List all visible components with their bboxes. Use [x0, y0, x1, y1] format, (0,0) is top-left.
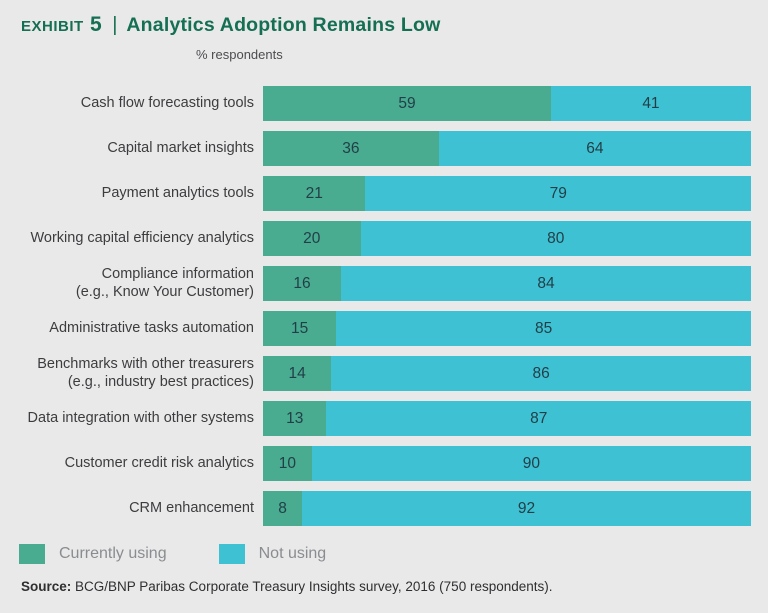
- bar-segment-cyan: 85: [336, 311, 751, 346]
- bar-segment-cyan: 92: [302, 491, 751, 526]
- category-label: Data integration with other systems: [27, 409, 254, 426]
- title-line: Exhibit 5 | Analytics Adoption Remains L…: [21, 13, 768, 37]
- value-label: 13: [286, 409, 304, 427]
- source-label: Source:: [21, 579, 72, 594]
- chart-row: Cash flow forecasting tools 59 41: [0, 86, 751, 121]
- chart-row: Data integration with other systems 13 87: [0, 401, 751, 436]
- value-label: 20: [303, 229, 321, 247]
- stacked-bar: 14 86: [263, 356, 751, 391]
- value-label: 15: [290, 319, 309, 337]
- value-label: 85: [534, 319, 553, 337]
- source-note: Source: BCG/BNP Paribas Corporate Treasu…: [21, 579, 768, 594]
- stacked-bar: 15 85: [263, 311, 751, 346]
- category-label: Administrative tasks automation: [49, 319, 254, 336]
- legend-item-not-using: Not using: [218, 544, 327, 564]
- legend-label: Not using: [258, 545, 327, 562]
- value-label: 84: [537, 274, 555, 292]
- bar-segment-cyan: 90: [311, 446, 751, 481]
- value-label: 16: [293, 274, 311, 292]
- stacked-bar-chart: Cash flow forecasting tools 59 41 Capital m…: [0, 86, 751, 526]
- value-label: 8: [278, 499, 287, 517]
- chart-row: CRM enhancement 8 92: [0, 491, 751, 526]
- category-label: Capital market insights: [107, 139, 254, 156]
- axis-units-label: % respondents: [196, 47, 283, 62]
- stacked-bar: 8 92: [263, 491, 751, 526]
- bar-segment-green: 10: [263, 446, 312, 481]
- bar-segment-cyan: 41: [550, 86, 751, 121]
- bar-segment-cyan: 84: [341, 266, 751, 301]
- stacked-bar: 16 84: [263, 266, 751, 301]
- stacked-bar: 13 87: [263, 401, 751, 436]
- value-label: 21: [305, 184, 323, 202]
- legend-item-currently-using: Currently using: [19, 544, 167, 564]
- bar-segment-green: 20: [263, 221, 361, 256]
- value-label: 92: [517, 499, 536, 517]
- value-label: 41: [642, 94, 660, 112]
- bar-segment-green: 15: [263, 311, 337, 346]
- value-label: 80: [547, 229, 565, 247]
- category-label: Payment analytics tools: [101, 184, 254, 201]
- chart-row: Payment analytics tools 21 79: [0, 176, 751, 211]
- chart-row: Capital market insights 36 64: [0, 131, 751, 166]
- stacked-bar: 36 64: [263, 131, 751, 166]
- value-label: 87: [530, 409, 548, 427]
- chart-row: Working capital efficiency analytics 20 80: [0, 221, 751, 256]
- chart-rows: Cash flow forecasting tools 59 41 Capital m…: [0, 86, 751, 526]
- exhibit-number: Exhibit 5: [21, 13, 103, 36]
- legend-label: Currently using: [59, 545, 167, 562]
- bar-segment-cyan: 79: [365, 176, 751, 211]
- chart-row: Compliance information (e.g., Know Your …: [0, 266, 751, 301]
- value-label: 79: [549, 184, 567, 202]
- value-label: 10: [278, 454, 297, 472]
- stacked-bar: 59 41: [263, 86, 751, 121]
- source-text: BCG/BNP Paribas Corporate Treasury Insig…: [71, 579, 553, 594]
- category-label: Compliance information (e.g., Know Your …: [75, 266, 254, 300]
- chart-row: Customer credit risk analytics 10 90: [0, 446, 751, 481]
- bar-segment-green: 21: [263, 176, 366, 211]
- stacked-bar: 21 79: [263, 176, 751, 211]
- value-label: 86: [532, 364, 550, 382]
- title-separator: |: [112, 14, 118, 36]
- bar-segment-green: 8: [263, 491, 303, 526]
- value-label: 36: [342, 139, 360, 157]
- stacked-bar: 10 90: [263, 446, 751, 481]
- value-label: 64: [586, 139, 604, 157]
- bar-segment-green: 36: [263, 131, 439, 166]
- category-label: Customer credit risk analytics: [64, 454, 254, 471]
- exhibit-header: Exhibit 5 | Analytics Adoption Remains L…: [0, 0, 768, 62]
- not-using-swatch: [218, 544, 245, 564]
- value-label: 90: [522, 454, 541, 472]
- bar-segment-cyan: 87: [326, 401, 751, 436]
- chart-legend: Currently using Not using: [19, 544, 768, 564]
- category-label: Benchmarks with other treasurers (e.g., …: [37, 356, 254, 390]
- category-label: CRM enhancement: [129, 499, 254, 516]
- chart-row: Benchmarks with other treasurers (e.g., …: [0, 356, 751, 391]
- bar-segment-green: 13: [263, 401, 327, 436]
- value-label: 59: [398, 94, 416, 112]
- page-title: Analytics Adoption Remains Low: [126, 14, 441, 36]
- bar-segment-cyan: 86: [331, 356, 751, 391]
- category-label: Cash flow forecasting tools: [80, 94, 254, 111]
- stacked-bar: 20 80: [263, 221, 751, 256]
- bar-segment-green: 16: [263, 266, 342, 301]
- chart-row: Administrative tasks automation 15 85: [0, 311, 751, 346]
- bar-segment-cyan: 64: [438, 131, 751, 166]
- bar-segment-green: 59: [263, 86, 551, 121]
- bar-segment-green: 14: [263, 356, 332, 391]
- bar-segment-cyan: 80: [360, 221, 751, 256]
- currently-using-swatch: [19, 544, 45, 564]
- category-label: Working capital efficiency analytics: [30, 229, 254, 246]
- value-label: 14: [288, 364, 306, 382]
